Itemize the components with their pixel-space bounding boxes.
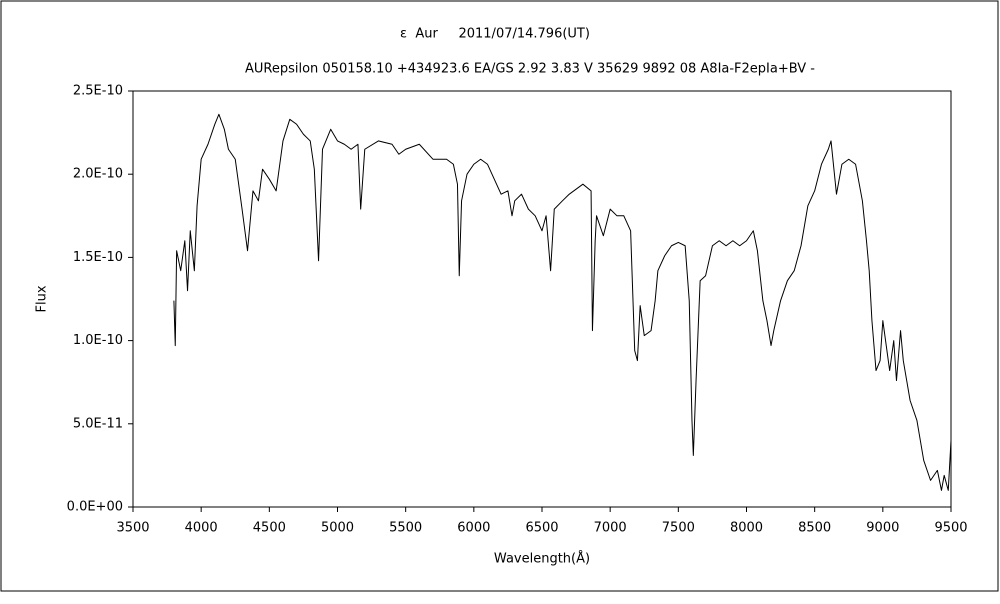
y-tick-label: 5.0E-11 bbox=[73, 416, 123, 431]
x-tick-label: 6500 bbox=[525, 521, 558, 536]
x-tick-label: 9000 bbox=[866, 521, 899, 536]
x-tick-label: 8500 bbox=[798, 521, 831, 536]
x-tick-label: 5000 bbox=[321, 521, 354, 536]
x-tick-label: 6000 bbox=[457, 521, 490, 536]
y-axis-label: Flux bbox=[35, 285, 50, 312]
x-tick-label: 4000 bbox=[185, 521, 218, 536]
x-tick-label: 7500 bbox=[662, 521, 695, 536]
x-axis-label: Wavelength(Å) bbox=[494, 551, 590, 567]
y-tick-label: 0.0E+00 bbox=[67, 500, 123, 515]
y-tick-label: 2.5E-10 bbox=[73, 84, 123, 99]
y-tick-label: 1.0E-10 bbox=[73, 333, 123, 348]
chart-title: ε Aur 2011/07/14.796(UT) bbox=[400, 27, 590, 42]
chart-frame bbox=[0, 0, 999, 592]
x-tick-label: 4500 bbox=[253, 521, 286, 536]
chart-subtitle: AURepsilon 050158.10 +434923.6 EA/GS 2.9… bbox=[245, 62, 815, 77]
x-tick-label: 9500 bbox=[934, 521, 967, 536]
y-tick-label: 2.0E-10 bbox=[73, 167, 123, 182]
x-tick-label: 7000 bbox=[594, 521, 627, 536]
x-tick-label: 8000 bbox=[730, 521, 763, 536]
x-tick-label: 3500 bbox=[116, 521, 149, 536]
spectrum-line bbox=[173, 113, 952, 491]
x-tick-label: 5500 bbox=[389, 521, 422, 536]
y-tick-label: 1.5E-10 bbox=[73, 250, 123, 265]
